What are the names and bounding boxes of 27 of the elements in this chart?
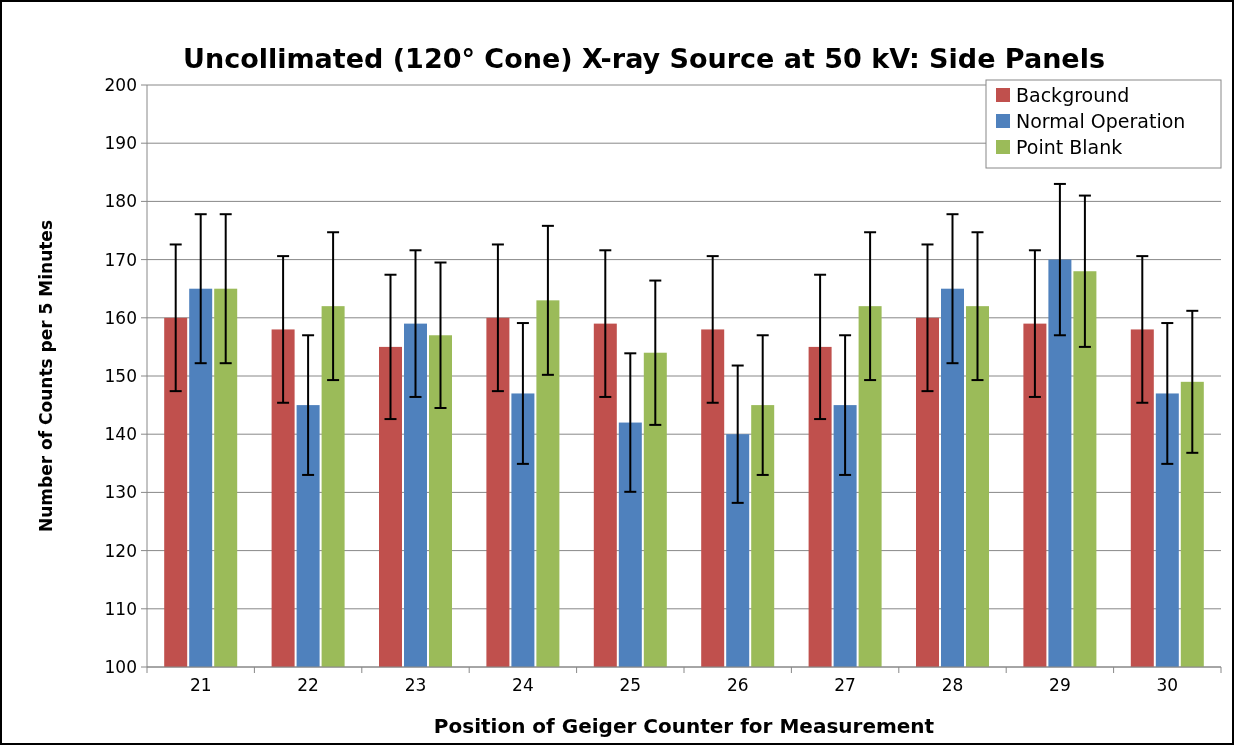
x-tick-label: 25 <box>619 675 642 695</box>
x-tick-label: 28 <box>941 675 964 695</box>
y-tick-label: 110 <box>104 598 137 619</box>
x-tick-label: 26 <box>726 675 749 695</box>
legend-label: Background <box>1016 83 1130 106</box>
x-tick-label: 23 <box>404 675 427 695</box>
x-tick-label: 21 <box>189 675 212 695</box>
y-tick-label: 140 <box>104 424 137 445</box>
x-tick-label: 30 <box>1156 675 1179 695</box>
y-tick-label: 120 <box>104 540 137 561</box>
x-tick-label: 24 <box>512 675 534 695</box>
y-tick-label: 100 <box>104 656 137 677</box>
y-axis-title: Number of Counts per 5 Minutes <box>36 219 56 533</box>
legend-label: Normal Operation <box>1016 109 1186 132</box>
x-tick-label: 29 <box>1049 675 1071 695</box>
x-tick-label: 27 <box>834 675 856 695</box>
y-tick-label: 160 <box>104 307 137 328</box>
y-tick-label: 190 <box>104 133 137 154</box>
x-axis-title: Position of Geiger Counter for Measurement <box>433 714 935 738</box>
y-tick-label: 170 <box>104 249 137 270</box>
y-tick-label: 130 <box>104 482 137 503</box>
legend-label: Point Blank <box>1016 135 1123 158</box>
y-tick-label: 200 <box>104 74 137 95</box>
x-tick-label: 22 <box>297 675 319 695</box>
y-tick-label: 150 <box>104 365 137 386</box>
y-tick-label: 180 <box>104 191 137 212</box>
chart-title: Uncollimated (120° Cone) X-ray Source at 50 kV: Side Panels <box>183 43 1105 74</box>
